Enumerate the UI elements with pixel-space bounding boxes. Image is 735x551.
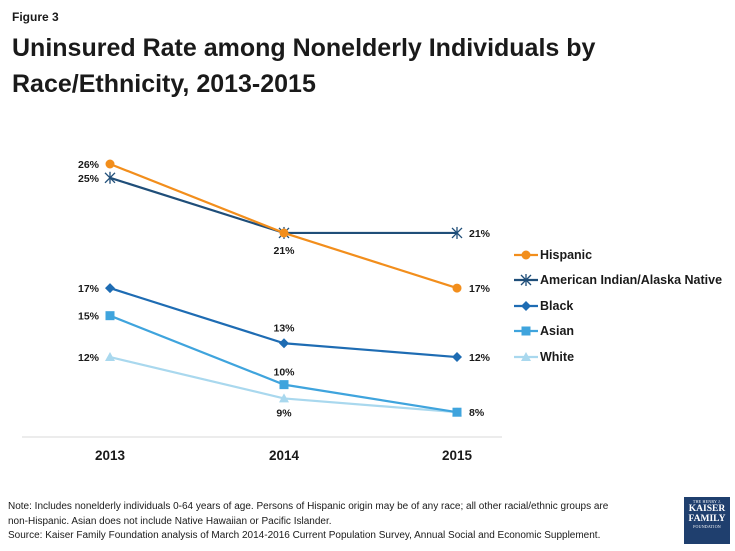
x-tick-labels: 2013 2014 2015 [95,448,473,463]
logo-top-text: THE HENRY J. [692,499,722,504]
data-label: 21% [273,245,295,257]
data-point [105,352,115,362]
logo-bottom-text: FOUNDATION [693,524,721,529]
legend-item: Black [514,293,722,319]
data-label: 15% [78,311,100,323]
data-point [279,380,289,390]
data-point [105,283,115,294]
logo-name-2: FAMILY [688,514,726,524]
legend-item: American Indian/Alaska Native [514,268,722,294]
x-tick-label: 2013 [95,448,126,463]
note-line: Note: Includes nonelderly individuals 0-… [8,501,609,512]
legend-swatch [514,326,538,336]
data-point [279,393,289,403]
figure-label: Figure 3 [12,10,59,24]
data-label: 17% [469,283,491,295]
data-label: 13% [273,322,295,334]
data-label: 8% [469,407,485,419]
source-line: Source: Kaiser Family Foundation analysi… [8,530,601,541]
data-label: 21% [469,228,491,240]
footnote: Note: Includes nonelderly individuals 0-… [8,500,680,544]
data-point [104,171,116,184]
data-point [452,407,462,417]
data-point [105,311,115,321]
data-point [279,228,289,238]
legend-swatch [514,274,538,287]
series-line-hispanic [109,162,458,290]
data-point [105,159,115,169]
legend-item: Asian [514,319,722,345]
legend-swatch [514,300,538,311]
x-tick-label: 2015 [442,448,473,463]
legend-item: Hispanic [514,242,722,268]
kff-logo: THE HENRY J. KAISER FAMILY FOUNDATION [684,497,730,544]
data-label: 10% [273,367,295,379]
legend: Hispanic American Indian/Alaska Native Bla… [514,242,722,370]
legend-marker [521,351,531,361]
legend-swatch [514,250,538,260]
data-point [279,338,289,349]
data-labels-layer: 26% 17% 25% 21% 21% 17% 13% 12% 15% 10% 8% 12% 9% [78,159,491,419]
legend-marker [521,300,531,311]
legend-marker [521,326,531,336]
legend-label: White [540,349,575,364]
legend-label: Black [540,298,574,313]
data-label: 17% [78,283,100,295]
x-tick-label: 2014 [269,448,300,463]
series-line-american-indian-alaska-native [109,176,457,235]
legend-marker [520,274,532,287]
legend-label: Asian [540,324,575,339]
legend-label: American Indian/Alaska Native [540,273,723,288]
note-line: non-Hispanic. Asian does not include Nat… [8,515,332,527]
legend-label: Hispanic [540,247,593,262]
legend-swatch [514,351,538,361]
chart-title: Uninsured Rate among Nonelderly Individu… [12,34,596,98]
data-label: 9% [276,407,292,419]
series-layer [104,159,463,417]
legend-marker [521,250,531,260]
line-chart: 26% 17% 25% 21% 21% 17% 13% 12% 15% 10% 8% 12% 9% 20… [22,159,502,463]
data-point [451,226,463,239]
legend-item: White [514,344,722,370]
data-label: 12% [78,352,100,364]
data-label: 26% [78,159,100,171]
data-point [452,352,462,363]
logo-name-1: KAISER [688,504,726,514]
data-point [452,283,462,293]
data-label: 12% [469,352,491,364]
data-label: 25% [78,173,100,185]
